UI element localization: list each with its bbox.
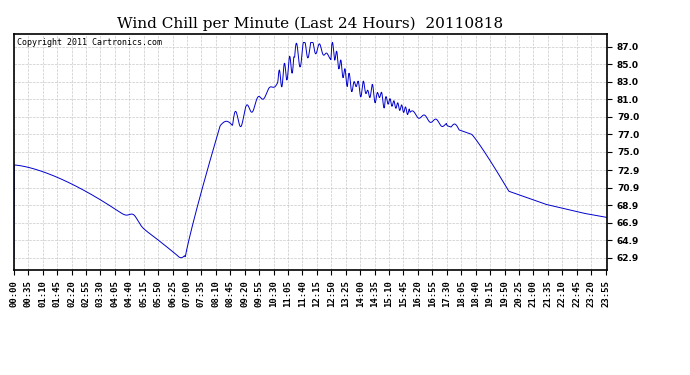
Text: Copyright 2011 Cartronics.com: Copyright 2011 Cartronics.com [17, 39, 161, 48]
Title: Wind Chill per Minute (Last 24 Hours)  20110818: Wind Chill per Minute (Last 24 Hours) 20… [117, 17, 504, 31]
